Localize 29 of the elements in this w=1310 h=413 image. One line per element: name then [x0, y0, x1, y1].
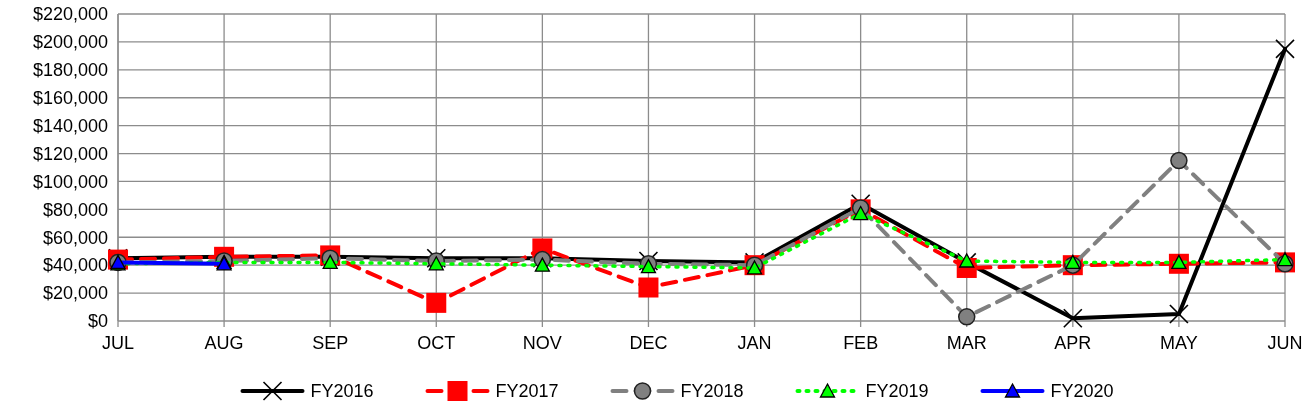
legend-label: FY2017 [495, 381, 559, 402]
legend-label: FY2016 [310, 381, 374, 402]
x-tick-label: JUN [1267, 333, 1303, 353]
x-tick-label: JUL [101, 333, 135, 353]
x-tick-label: FEB [843, 333, 879, 353]
y-tick-label: $220,000 [32, 4, 108, 25]
y-tick-label: $200,000 [32, 32, 108, 53]
legend-label: FY2020 [1050, 381, 1114, 402]
x-tick-label: MAR [946, 333, 987, 353]
x-tick-label: OCT [417, 333, 456, 353]
y-tick-label: $40,000 [42, 255, 108, 276]
y-tick-label: $0 [87, 311, 108, 332]
x-tick-label: NOV [522, 333, 562, 353]
y-tick-label: $80,000 [42, 199, 108, 220]
y-tick-label: $180,000 [32, 60, 108, 81]
x-tick-label: APR [1054, 333, 1092, 353]
x-tick-label: MAY [1160, 333, 1198, 353]
y-tick-label: $60,000 [42, 227, 108, 248]
legend-label: FY2018 [680, 381, 744, 402]
y-tick-label: $140,000 [32, 115, 108, 136]
x-tick-label: AUG [204, 333, 244, 353]
legend-label: FY2019 [865, 381, 929, 402]
x-tick-label: DEC [629, 333, 668, 353]
x-tick-label: SEP [312, 333, 349, 353]
y-tick-label: $20,000 [42, 283, 108, 304]
y-tick-label: $100,000 [32, 171, 108, 192]
y-tick-label: $120,000 [32, 143, 108, 164]
y-tick-label: $160,000 [32, 88, 108, 109]
x-tick-label: JAN [737, 333, 772, 353]
